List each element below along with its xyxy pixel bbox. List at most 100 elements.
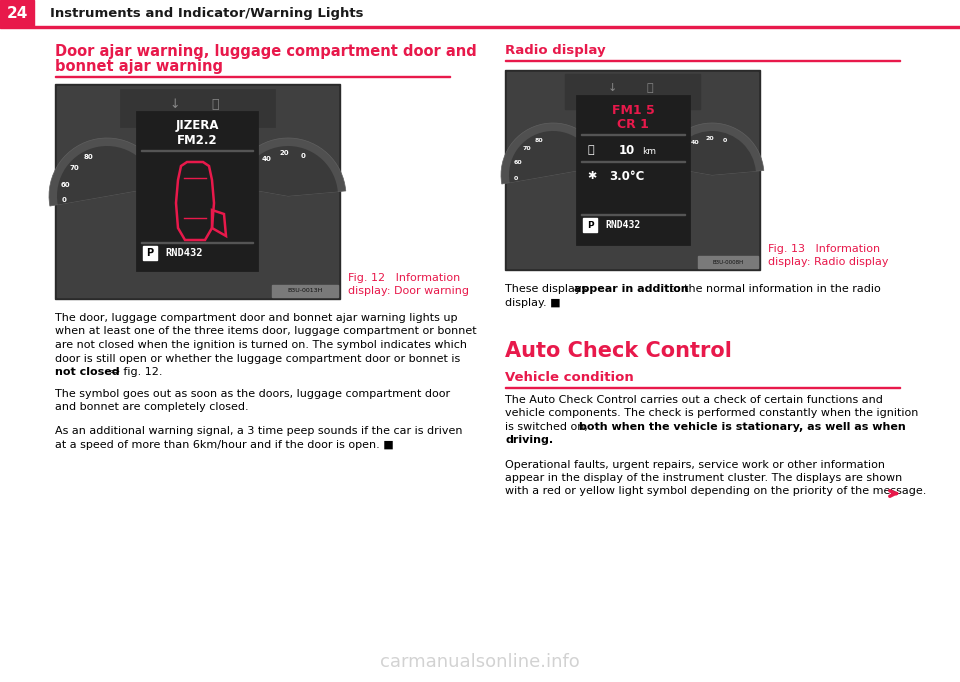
Text: The symbol goes out as soon as the doors, luggage compartment door: The symbol goes out as soon as the doors… — [55, 389, 450, 398]
Bar — [577, 96, 689, 244]
Bar — [581, 134, 685, 135]
Text: 80: 80 — [84, 154, 94, 160]
Text: Door ajar warning, luggage compartment door and: Door ajar warning, luggage compartment d… — [55, 44, 477, 59]
Wedge shape — [239, 146, 338, 196]
Text: Instruments and Indicator/Warning Lights: Instruments and Indicator/Warning Lights — [50, 7, 364, 20]
Text: to the normal information in the radio: to the normal information in the radio — [666, 284, 880, 294]
Bar — [581, 214, 685, 215]
Text: ⇒ fig. 12.: ⇒ fig. 12. — [107, 367, 162, 377]
Text: Fig. 12   Information: Fig. 12 Information — [348, 273, 460, 283]
Text: Fig. 13   Information: Fig. 13 Information — [768, 244, 880, 254]
Text: 10: 10 — [619, 143, 636, 156]
Bar — [507, 72, 758, 268]
Bar — [505, 60, 900, 61]
Text: B3U-0013H: B3U-0013H — [287, 288, 323, 293]
Text: display. ■: display. ■ — [505, 297, 561, 308]
Text: 60: 60 — [679, 150, 687, 155]
Text: ✱: ✱ — [587, 171, 596, 181]
Text: 20: 20 — [706, 136, 714, 140]
Text: 60: 60 — [60, 182, 70, 188]
Bar — [505, 70, 760, 270]
Bar — [0, 0, 34, 26]
Text: As an additional warning signal, a 3 time peep sounds if the car is driven: As an additional warning signal, a 3 tim… — [55, 426, 463, 436]
Text: km: km — [642, 147, 656, 155]
Text: and bonnet are completely closed.: and bonnet are completely closed. — [55, 402, 249, 412]
Text: P: P — [587, 220, 593, 230]
Text: These displays: These displays — [505, 284, 590, 294]
Bar — [120, 89, 275, 127]
Bar — [137, 112, 257, 270]
Text: 0: 0 — [723, 138, 727, 143]
Text: FM1 5: FM1 5 — [612, 104, 655, 117]
Text: display: Radio display: display: Radio display — [768, 257, 889, 267]
Bar — [55, 84, 340, 299]
Text: 80: 80 — [535, 138, 543, 143]
Text: JIZERA: JIZERA — [176, 119, 219, 132]
Text: appear in addition: appear in addition — [574, 284, 688, 294]
Wedge shape — [49, 138, 164, 206]
Text: Operational faults, urgent repairs, service work or other information: Operational faults, urgent repairs, serv… — [505, 460, 885, 469]
Text: ⛽: ⛽ — [211, 98, 219, 110]
Wedge shape — [57, 146, 156, 205]
Wedge shape — [660, 123, 764, 175]
Text: not closed: not closed — [55, 367, 120, 377]
Text: The door, luggage compartment door and bonnet ajar warning lights up: The door, luggage compartment door and b… — [55, 313, 458, 323]
Text: B3U-0008H: B3U-0008H — [712, 259, 744, 265]
Text: 80: 80 — [242, 182, 252, 188]
Wedge shape — [669, 131, 756, 175]
Text: are not closed when the ignition is turned on. The symbol indicates which: are not closed when the ignition is turn… — [55, 340, 467, 350]
Bar — [565, 74, 700, 109]
Text: 0: 0 — [61, 196, 66, 203]
Text: carmanualsonline.info: carmanualsonline.info — [380, 653, 580, 671]
Text: 40: 40 — [261, 155, 272, 162]
Text: 24: 24 — [7, 5, 28, 20]
Text: Radio display: Radio display — [505, 44, 606, 57]
Text: FM2.2: FM2.2 — [177, 134, 217, 147]
Text: appear in the display of the instrument cluster. The displays are shown: appear in the display of the instrument … — [505, 473, 902, 483]
Text: both when the vehicle is stationary, as well as when: both when the vehicle is stationary, as … — [579, 421, 905, 432]
Text: 3.0°C: 3.0°C — [610, 170, 645, 183]
Bar — [581, 161, 685, 162]
Bar — [272, 285, 338, 297]
Text: display: Door warning: display: Door warning — [348, 286, 469, 296]
Text: ↓: ↓ — [608, 83, 616, 93]
Wedge shape — [509, 131, 596, 183]
Bar — [141, 150, 253, 151]
Text: 40: 40 — [690, 140, 699, 145]
Bar — [55, 76, 450, 77]
Text: is switched on,: is switched on, — [505, 421, 591, 432]
Text: P: P — [147, 248, 154, 258]
Text: driving.: driving. — [505, 435, 553, 445]
Text: CR 1: CR 1 — [617, 117, 649, 130]
Bar — [143, 246, 157, 260]
Text: bonnet ajar warning: bonnet ajar warning — [55, 59, 223, 74]
Text: ⛽: ⛽ — [587, 145, 593, 155]
Text: 20: 20 — [279, 150, 289, 156]
Text: 60: 60 — [514, 160, 522, 165]
Bar — [583, 218, 597, 232]
Bar — [57, 86, 338, 297]
Text: 0: 0 — [300, 153, 305, 159]
Text: 70: 70 — [522, 147, 531, 151]
Bar — [141, 242, 253, 243]
Text: ⛽: ⛽ — [647, 83, 654, 93]
Text: door is still open or whether the luggage compartment door or bonnet is: door is still open or whether the luggag… — [55, 353, 460, 364]
Text: at a speed of more than 6km/hour and if the door is open. ■: at a speed of more than 6km/hour and if … — [55, 440, 394, 450]
Wedge shape — [501, 123, 604, 184]
Text: 80: 80 — [672, 163, 681, 168]
Text: vehicle components. The check is performed constantly when the ignition: vehicle components. The check is perform… — [505, 409, 919, 418]
Bar — [0, 26, 960, 27]
Text: RND432: RND432 — [605, 220, 640, 230]
Text: when at least one of the three items door, luggage compartment or bonnet: when at least one of the three items doo… — [55, 327, 476, 336]
Text: 60: 60 — [248, 168, 257, 175]
Text: Vehicle condition: Vehicle condition — [505, 371, 634, 384]
Bar — [698, 256, 758, 268]
Text: RND432: RND432 — [165, 248, 203, 258]
Text: with a red or yellow light symbol depending on the priority of the message.: with a red or yellow light symbol depend… — [505, 486, 926, 496]
Text: ↓: ↓ — [170, 98, 180, 110]
Text: 70: 70 — [69, 165, 79, 171]
Wedge shape — [231, 138, 346, 196]
Text: Auto Check Control: Auto Check Control — [505, 341, 732, 361]
Text: 0: 0 — [514, 176, 518, 181]
Text: The Auto Check Control carries out a check of certain functions and: The Auto Check Control carries out a che… — [505, 395, 883, 404]
